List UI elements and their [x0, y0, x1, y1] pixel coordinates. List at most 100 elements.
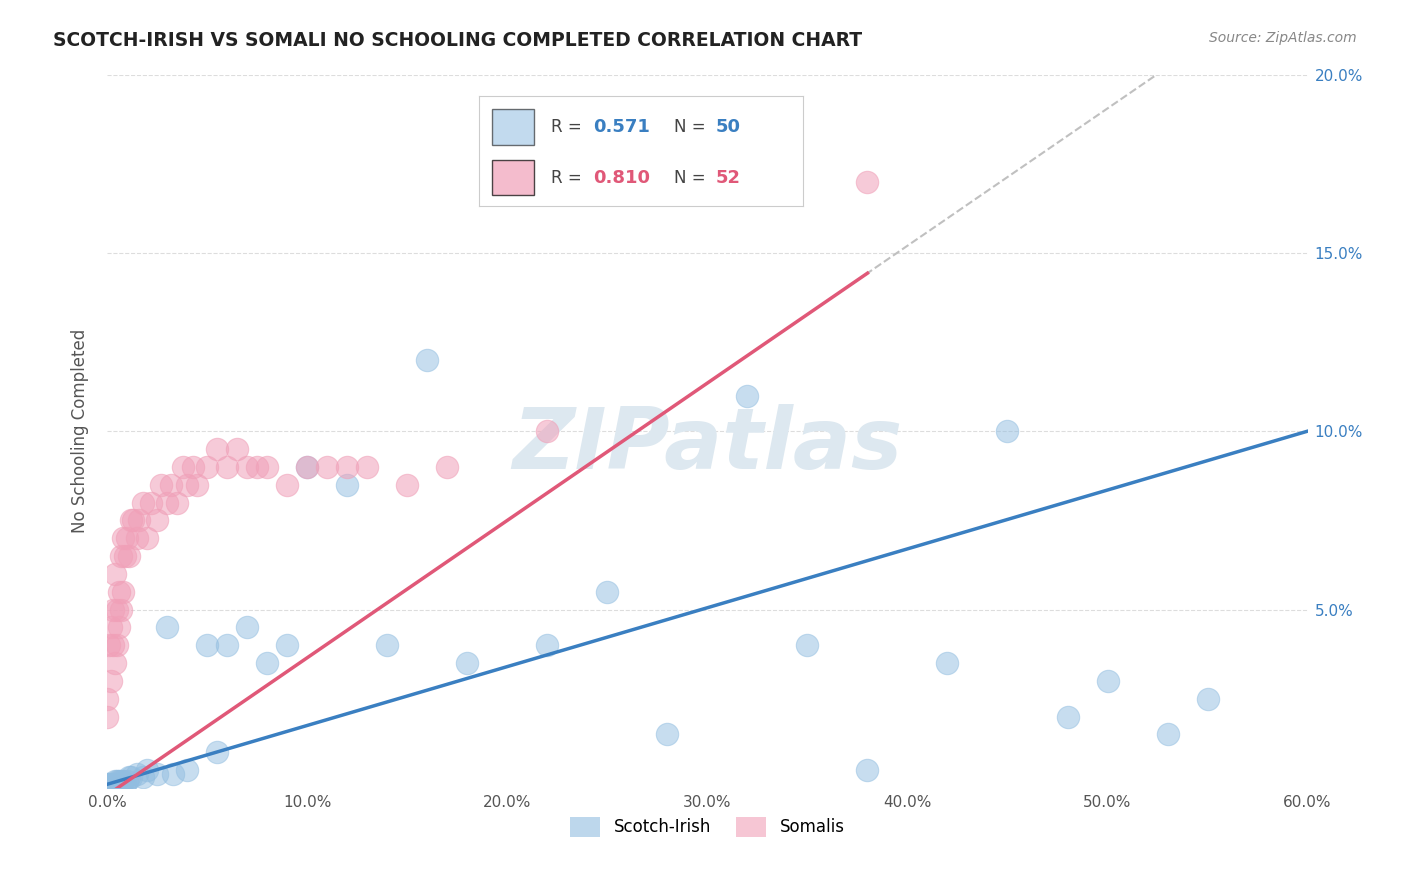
Point — [176, 763, 198, 777]
Point — [104, 773, 127, 788]
Point — [141, 495, 163, 509]
Point — [156, 620, 179, 634]
Point — [114, 549, 136, 563]
Point — [100, 673, 122, 688]
Point — [217, 459, 239, 474]
Point — [110, 602, 132, 616]
Point — [100, 780, 122, 795]
Point — [936, 656, 959, 670]
Point — [207, 745, 229, 759]
Point — [98, 638, 121, 652]
Point — [297, 459, 319, 474]
Point — [236, 459, 259, 474]
Point — [316, 459, 339, 474]
Point — [536, 638, 558, 652]
Point — [146, 766, 169, 780]
Point — [856, 174, 879, 188]
Point — [118, 549, 141, 563]
Point — [396, 477, 419, 491]
Point — [176, 477, 198, 491]
Point — [127, 531, 149, 545]
Point — [150, 477, 173, 491]
Point — [1197, 691, 1219, 706]
Point — [162, 766, 184, 780]
Point — [276, 638, 298, 652]
Text: SCOTCH-IRISH VS SOMALI NO SCHOOLING COMPLETED CORRELATION CHART: SCOTCH-IRISH VS SOMALI NO SCHOOLING COMP… — [53, 31, 862, 50]
Point — [297, 459, 319, 474]
Point — [416, 352, 439, 367]
Point — [104, 777, 127, 791]
Point — [195, 459, 218, 474]
Point — [796, 638, 818, 652]
Point — [98, 780, 121, 795]
Point — [114, 777, 136, 791]
Point — [122, 513, 145, 527]
Point — [156, 495, 179, 509]
Point — [217, 638, 239, 652]
Point — [166, 495, 188, 509]
Text: ZIPatlas: ZIPatlas — [512, 404, 903, 487]
Point — [108, 620, 131, 634]
Point — [236, 620, 259, 634]
Point — [120, 770, 142, 784]
Point — [856, 763, 879, 777]
Point — [997, 424, 1019, 438]
Point — [108, 773, 131, 788]
Point — [596, 584, 619, 599]
Point — [436, 459, 458, 474]
Point — [120, 513, 142, 527]
Point — [195, 638, 218, 652]
Point — [96, 777, 118, 791]
Point — [100, 777, 122, 791]
Point — [103, 638, 125, 652]
Point — [105, 777, 128, 791]
Point — [657, 727, 679, 741]
Point — [737, 388, 759, 402]
Point — [112, 773, 135, 788]
Point — [536, 424, 558, 438]
Y-axis label: No Schooling Completed: No Schooling Completed — [72, 329, 89, 533]
Point — [127, 766, 149, 780]
Point — [128, 513, 150, 527]
Point — [246, 459, 269, 474]
Point — [110, 777, 132, 791]
Point — [108, 777, 131, 791]
Point — [132, 770, 155, 784]
Point — [456, 656, 478, 670]
Point — [98, 777, 121, 791]
Point — [112, 584, 135, 599]
Point — [146, 513, 169, 527]
Point — [1097, 673, 1119, 688]
Point — [256, 459, 278, 474]
Point — [108, 584, 131, 599]
Point — [136, 531, 159, 545]
Point — [100, 620, 122, 634]
Point — [132, 495, 155, 509]
Point — [105, 773, 128, 788]
Point — [136, 763, 159, 777]
Point — [103, 602, 125, 616]
Point — [336, 477, 359, 491]
Point — [104, 656, 127, 670]
Point — [207, 442, 229, 456]
Point — [172, 459, 194, 474]
Point — [96, 709, 118, 723]
Point — [103, 777, 125, 791]
Point — [117, 773, 139, 788]
Point — [117, 531, 139, 545]
Point — [1156, 727, 1178, 741]
Point — [186, 477, 208, 491]
Point — [377, 638, 399, 652]
Point — [103, 780, 125, 795]
Point — [336, 459, 359, 474]
Point — [226, 442, 249, 456]
Point — [105, 602, 128, 616]
Point — [181, 459, 204, 474]
Point — [256, 656, 278, 670]
Point — [276, 477, 298, 491]
Point — [105, 638, 128, 652]
Point — [1056, 709, 1078, 723]
Point — [110, 549, 132, 563]
Point — [96, 691, 118, 706]
Text: Source: ZipAtlas.com: Source: ZipAtlas.com — [1209, 31, 1357, 45]
